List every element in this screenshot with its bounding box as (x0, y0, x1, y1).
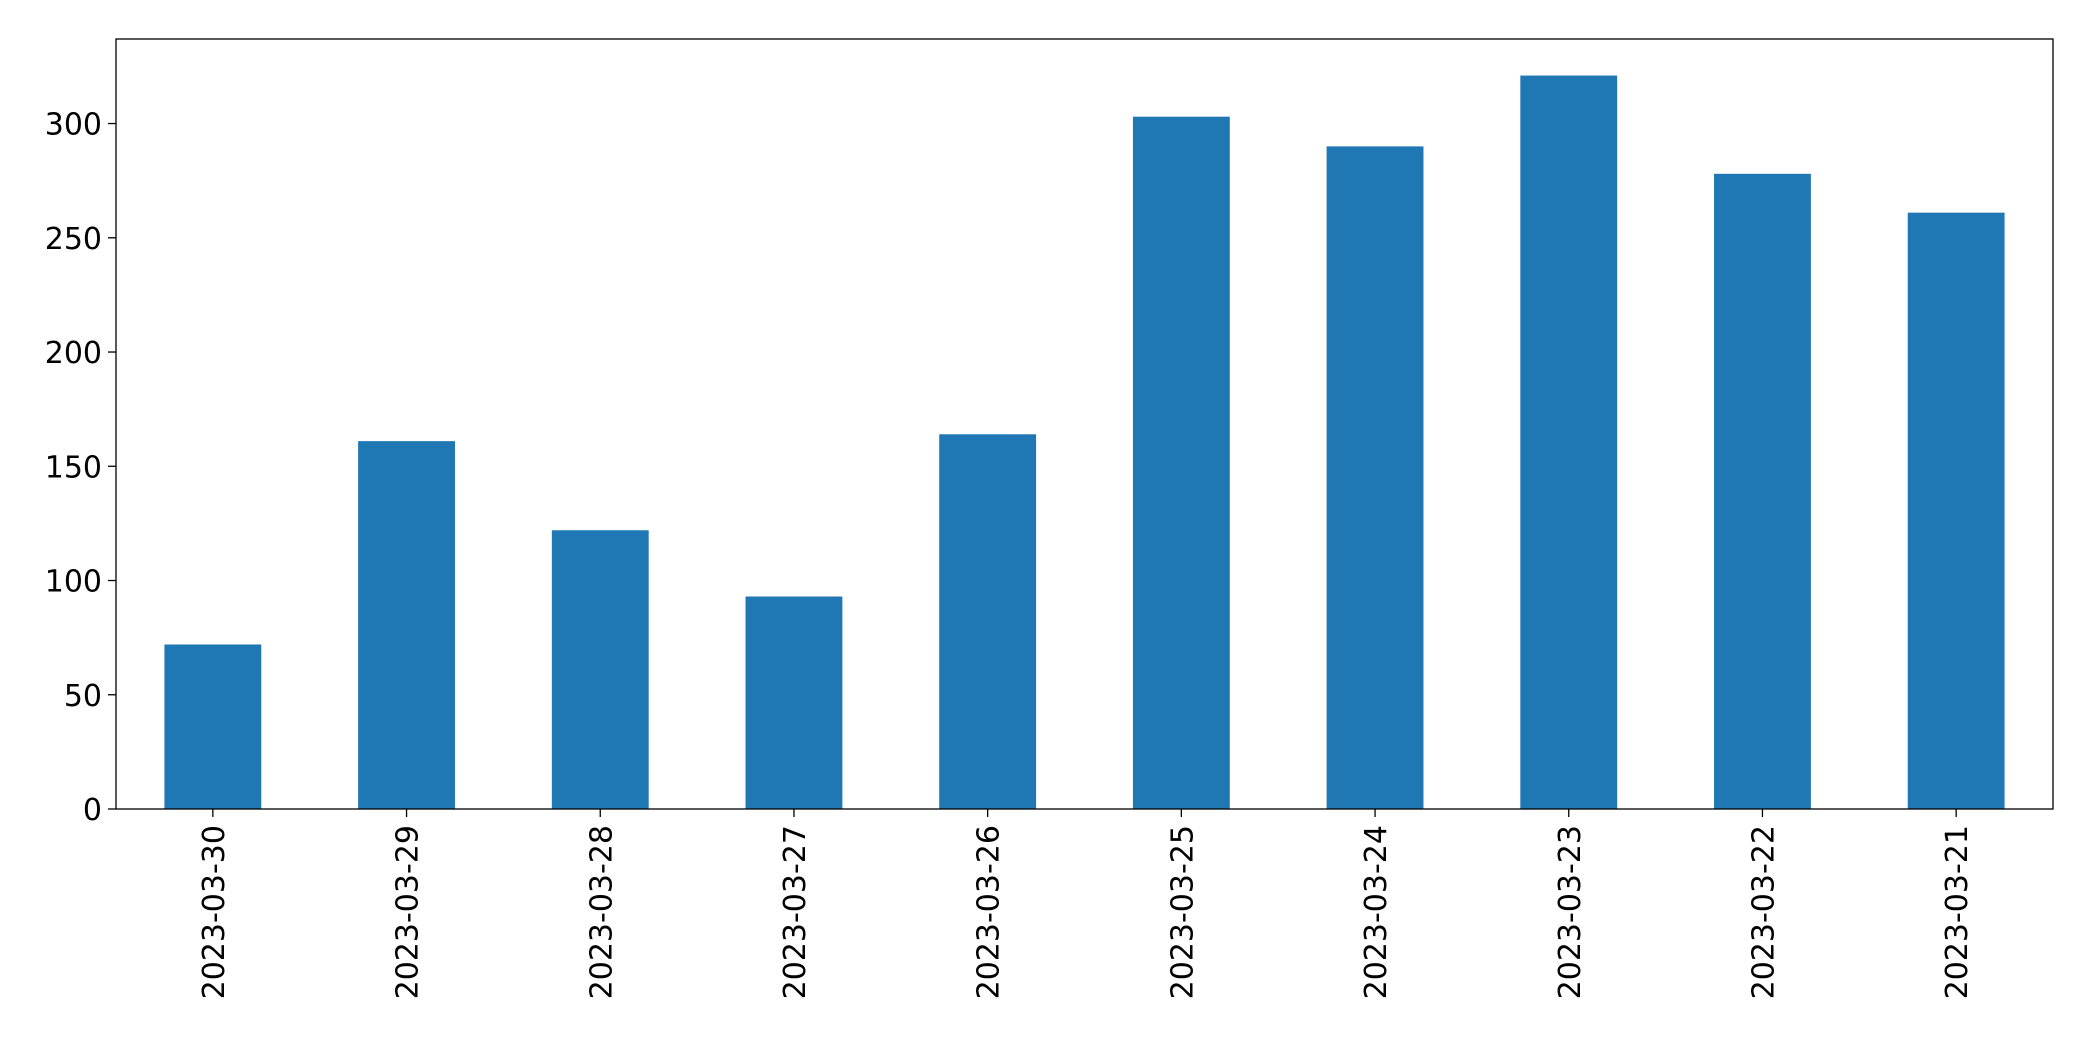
y-tick-label: 250 (45, 222, 102, 257)
y-tick-label: 200 (45, 336, 102, 371)
y-tick-label: 0 (83, 793, 102, 828)
bar (1132, 116, 1230, 809)
x-tick-label: 2023-03-26 (972, 825, 1007, 999)
bar (745, 596, 843, 809)
y-tick-label: 50 (64, 679, 102, 714)
bar (1907, 212, 2005, 810)
x-tick-label: 2023-03-30 (197, 825, 232, 999)
x-tick-label: 2023-03-25 (1165, 825, 1200, 999)
x-tick-label: 2023-03-28 (584, 825, 619, 999)
x-tick-label: 2023-03-29 (391, 825, 426, 999)
plot-frame (115, 38, 2054, 810)
x-tick-label: 2023-03-23 (1553, 825, 1588, 999)
x-tick-label: 2023-03-22 (1746, 825, 1781, 999)
y-tick-label: 300 (45, 108, 102, 143)
x-tick-label: 2023-03-27 (778, 825, 813, 999)
y-tick-label: 150 (45, 450, 102, 485)
x-tick-label: 2023-03-21 (1940, 825, 1975, 999)
bar (164, 644, 262, 809)
bar (551, 530, 649, 809)
bar (939, 434, 1037, 809)
bar (1326, 146, 1424, 809)
bar (1714, 173, 1811, 809)
bar (1520, 75, 1618, 809)
bar (358, 441, 455, 809)
x-tick-label: 2023-03-24 (1359, 825, 1394, 999)
y-tick-label: 100 (45, 565, 102, 600)
